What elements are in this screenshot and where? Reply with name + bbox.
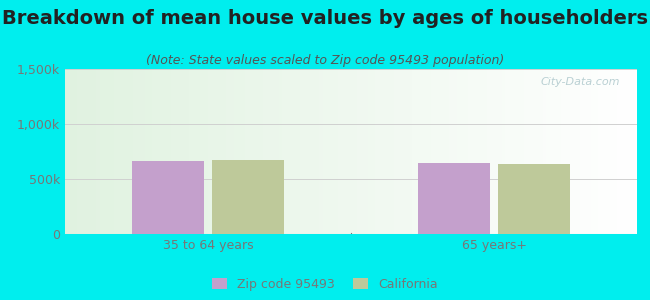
Bar (418, 163, 489, 234)
Bar (132, 161, 203, 234)
Bar (213, 160, 284, 234)
Text: (Note: State values scaled to Zip code 95493 population): (Note: State values scaled to Zip code 9… (146, 54, 504, 67)
Text: Breakdown of mean house values by ages of householders: Breakdown of mean house values by ages o… (2, 9, 648, 28)
Text: City-Data.com: City-Data.com (540, 77, 620, 87)
Legend: Zip code 95493, California: Zip code 95493, California (212, 278, 438, 291)
Bar (499, 164, 570, 234)
